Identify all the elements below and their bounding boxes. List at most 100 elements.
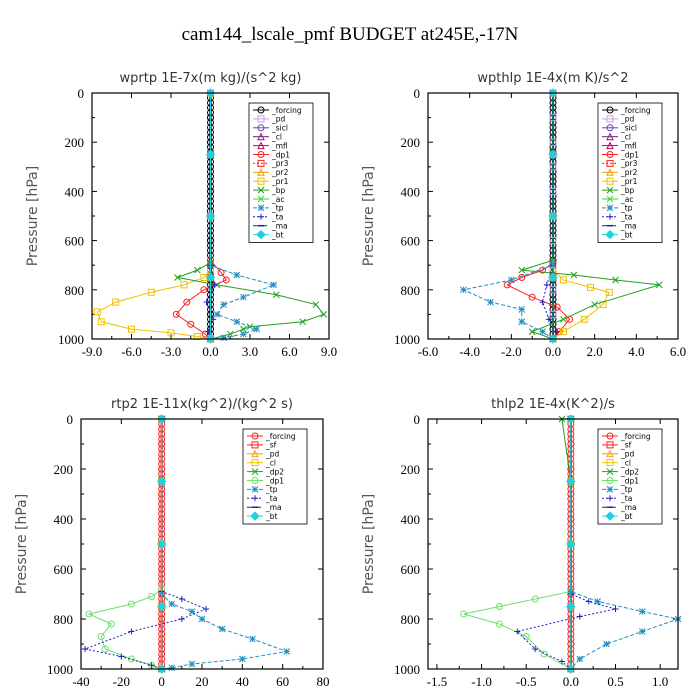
plot-frame — [80, 418, 324, 670]
y-tick-label: 800 — [401, 612, 421, 627]
legend-label: _pr1 — [271, 177, 289, 186]
legend-label: _cl — [265, 459, 276, 468]
data-point — [220, 334, 228, 342]
legend-label: _bp — [271, 186, 286, 195]
y-tick-label: 200 — [54, 462, 74, 477]
x-tick-label: 0.0 — [563, 674, 579, 689]
data-point — [222, 276, 230, 284]
data-point — [205, 272, 216, 283]
y-tick-label: 600 — [54, 562, 74, 577]
legend-marker — [256, 229, 266, 240]
data-point — [594, 598, 601, 605]
data-point — [553, 303, 561, 311]
legend-label: _forcing — [620, 106, 651, 115]
legend-label: _dp2 — [265, 467, 284, 476]
legend-marker — [257, 195, 265, 203]
legend-label: _ta — [620, 213, 632, 222]
panel-title: wpthlp 1E-4x(m K)/s^2 — [477, 71, 628, 86]
y-tick-label: 800 — [54, 612, 74, 627]
data-point — [107, 620, 115, 628]
legend: _forcing_pd_sicl_cl_mfl_dp1_pr3_pr2_pr1_… — [248, 102, 314, 243]
x-tick-label: 6.0 — [670, 344, 686, 359]
data-point — [554, 328, 561, 335]
x-tick-label: -20 — [113, 674, 130, 689]
series-bt — [205, 88, 216, 344]
data-point — [240, 330, 247, 338]
data-point — [576, 613, 583, 620]
legend-marker — [251, 432, 259, 440]
x-tick-label: -6.0 — [121, 344, 142, 359]
legend-label: _ma — [271, 222, 288, 231]
legend-marker — [606, 177, 614, 185]
data-point — [156, 539, 167, 549]
data-point — [580, 315, 588, 323]
y-tick-label: 600 — [401, 562, 421, 577]
data-point — [605, 288, 613, 296]
legend-marker — [606, 468, 614, 475]
data-point — [532, 646, 539, 652]
legend-marker — [257, 168, 265, 176]
legend-marker — [257, 124, 265, 132]
legend-marker — [257, 177, 265, 185]
data-point — [283, 648, 291, 655]
data-point — [320, 311, 328, 318]
legend-label: _sicl — [271, 124, 288, 133]
series-tp — [460, 89, 557, 343]
series-line — [506, 93, 571, 340]
series-line — [83, 419, 208, 670]
data-point — [270, 281, 278, 289]
data-point — [507, 276, 515, 284]
data-point — [460, 610, 468, 618]
data-point — [543, 281, 550, 288]
data-point — [233, 318, 241, 326]
data-point — [82, 646, 89, 652]
legend-marker — [606, 432, 614, 440]
data-point — [518, 274, 526, 281]
legend-label: _pd — [271, 115, 286, 124]
data-point — [638, 608, 646, 615]
data-point — [299, 318, 307, 326]
data-point — [156, 601, 167, 612]
data-point — [518, 306, 526, 313]
legend-marker — [251, 468, 259, 475]
data-point — [167, 329, 175, 337]
y-tick-label: 400 — [65, 184, 85, 199]
y-axis-label: Pressure [hPa] — [361, 494, 377, 594]
data-point — [210, 316, 217, 323]
legend-marker — [606, 477, 614, 484]
legend-label: _dp1 — [271, 150, 290, 159]
legend-marker — [251, 449, 259, 458]
legend-label: _pr2 — [271, 168, 289, 177]
series-line — [96, 93, 211, 340]
legend-marker — [607, 213, 613, 220]
data-point — [518, 318, 526, 326]
data-point — [128, 628, 135, 635]
panel-title: thlp2 1E-4x(K^2)/s — [491, 397, 615, 412]
y-tick-label: 800 — [401, 283, 421, 298]
y-tick-label: 1000 — [47, 662, 73, 677]
data-point — [587, 283, 594, 291]
legend-marker — [605, 229, 615, 240]
data-point — [204, 328, 211, 335]
x-tick-label: 9.0 — [321, 344, 337, 359]
data-point — [101, 645, 109, 653]
legend-label: _mfl — [620, 141, 637, 150]
legend-marker — [257, 132, 265, 141]
legend-marker — [606, 106, 614, 114]
y-tick-label: 200 — [401, 462, 421, 477]
data-point — [603, 640, 610, 648]
legend-label: _ma — [620, 503, 637, 512]
legend: _forcing_pd_sicl_cl_mfl_dp1_pr3_pr2_pr1_… — [597, 102, 663, 243]
data-point — [487, 298, 494, 306]
data-point — [612, 606, 619, 612]
y-tick-label: 600 — [65, 234, 85, 249]
data-point — [240, 293, 247, 301]
legend-label: _ta — [265, 494, 277, 503]
data-point — [205, 149, 216, 160]
series-line — [210, 93, 276, 340]
legend-label: _cl — [271, 133, 282, 142]
data-point — [566, 539, 576, 549]
x-tick-label: -9.0 — [82, 344, 103, 359]
data-point — [85, 610, 93, 618]
